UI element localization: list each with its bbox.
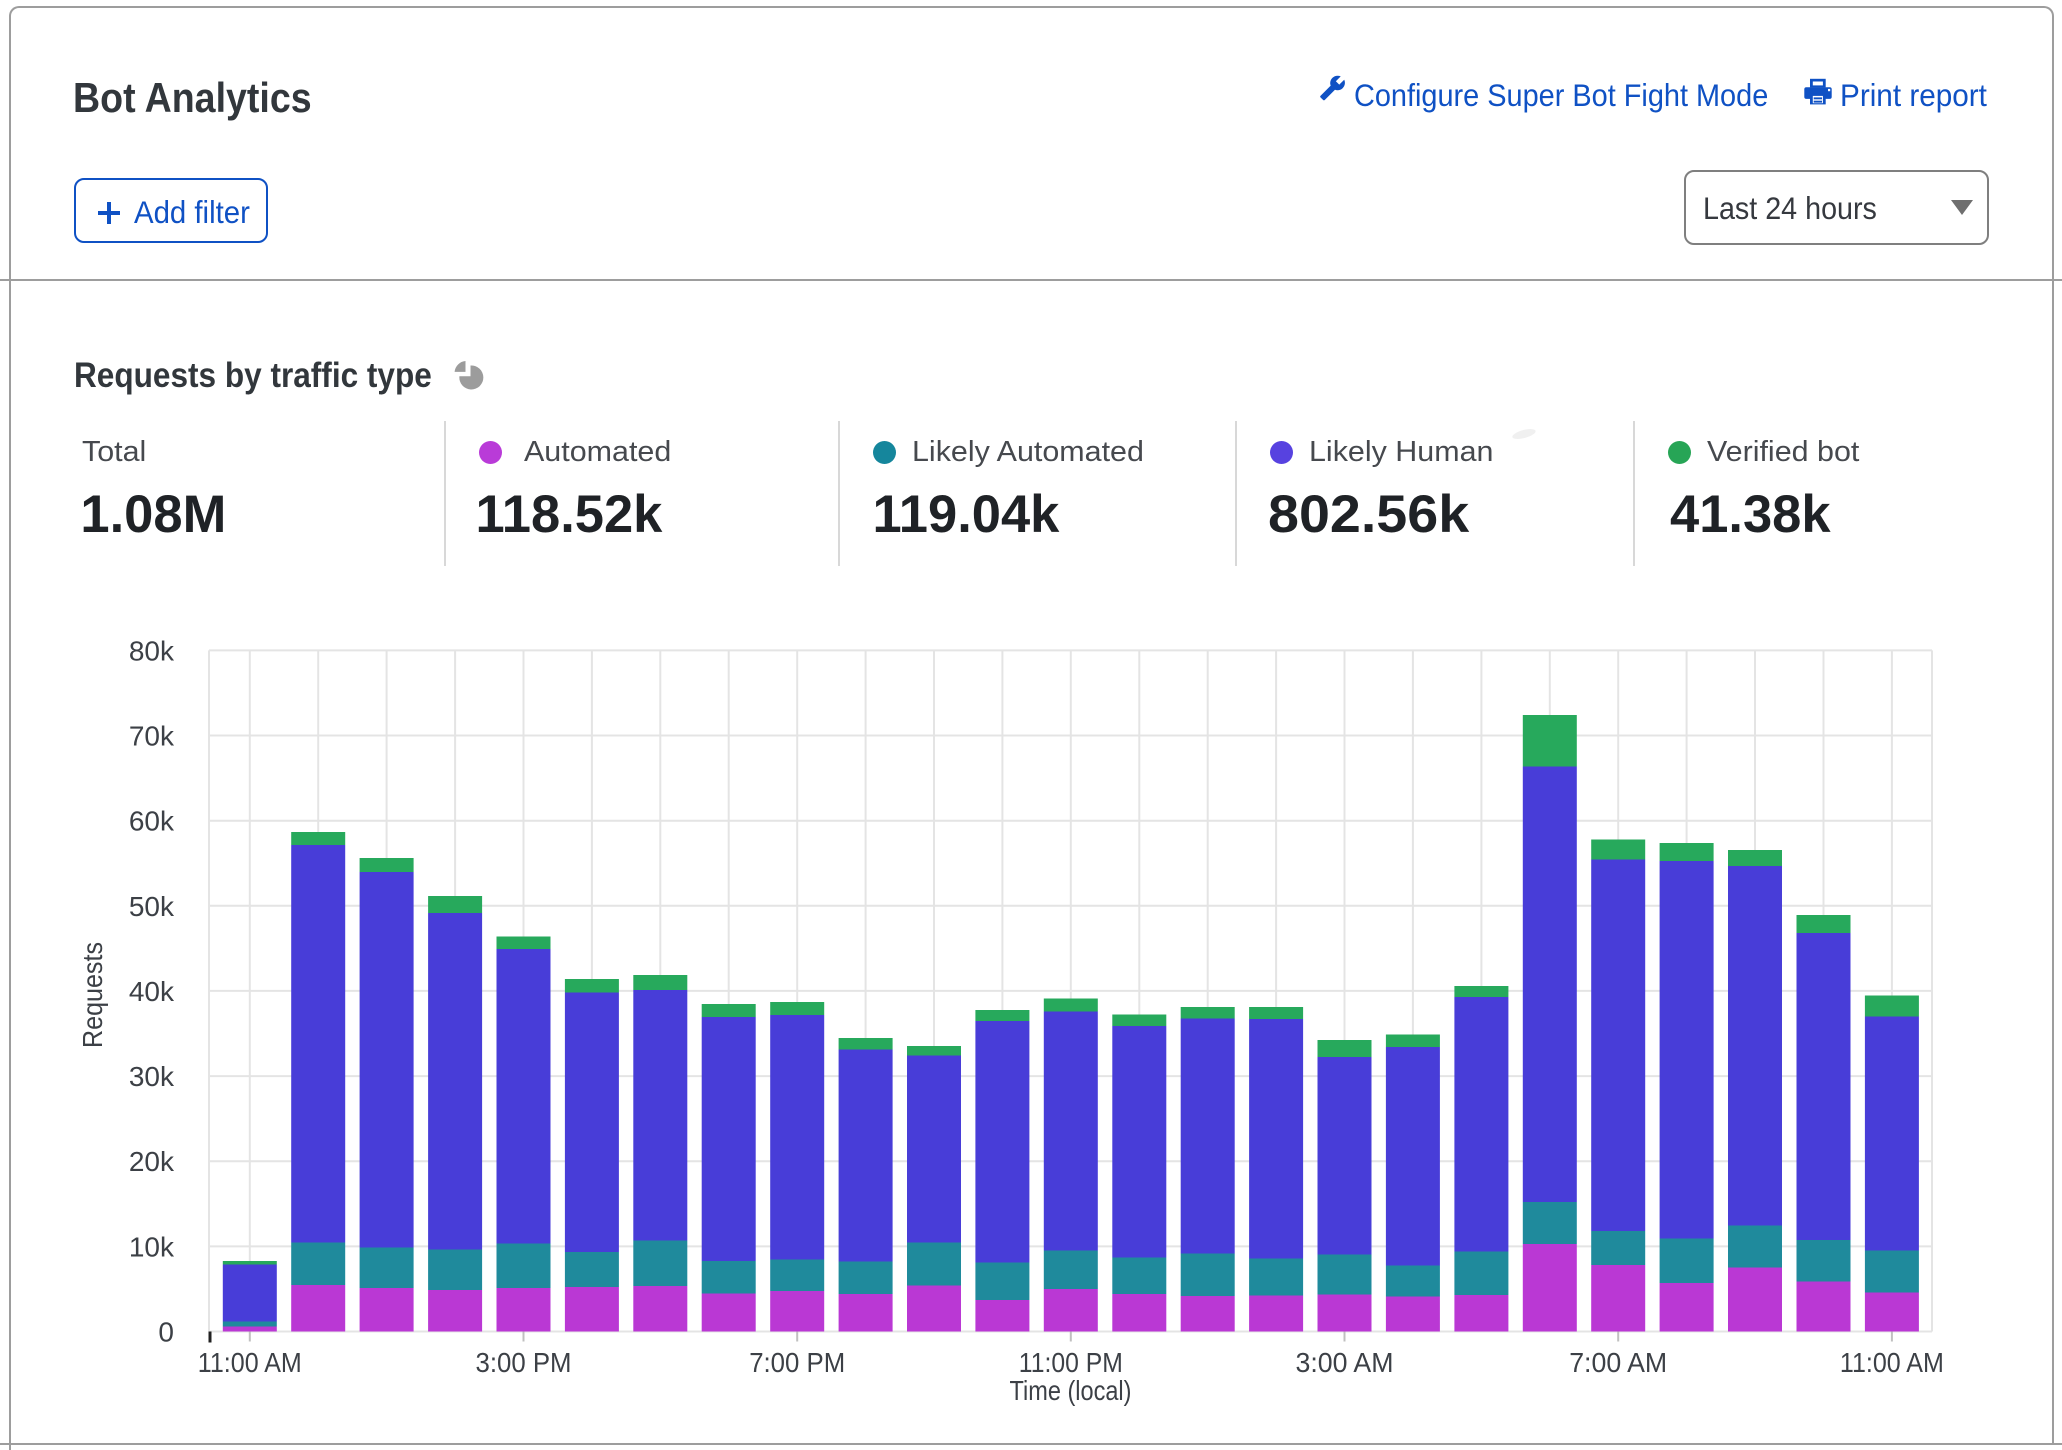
svg-text:11:00 AM: 11:00 AM — [198, 1347, 302, 1378]
svg-text:11:00 PM: 11:00 PM — [1019, 1347, 1123, 1378]
svg-text:Time (local): Time (local) — [1010, 1375, 1132, 1406]
svg-text:30k: 30k — [129, 1061, 175, 1092]
svg-text:50k: 50k — [129, 891, 175, 922]
svg-text:Requests: Requests — [77, 942, 108, 1048]
svg-text:10k: 10k — [129, 1231, 175, 1262]
svg-text:70k: 70k — [129, 721, 175, 752]
svg-text:11:00 AM: 11:00 AM — [1840, 1347, 1944, 1378]
svg-text:60k: 60k — [129, 806, 175, 837]
svg-text:7:00 PM: 7:00 PM — [749, 1347, 845, 1378]
svg-text:40k: 40k — [129, 976, 175, 1007]
svg-text:80k: 80k — [129, 635, 175, 666]
svg-text:3:00 AM: 3:00 AM — [1296, 1347, 1394, 1378]
svg-text:7:00 AM: 7:00 AM — [1569, 1347, 1667, 1378]
svg-text:20k: 20k — [129, 1146, 175, 1177]
svg-text:3:00 PM: 3:00 PM — [476, 1347, 572, 1378]
svg-text:0: 0 — [158, 1317, 174, 1348]
